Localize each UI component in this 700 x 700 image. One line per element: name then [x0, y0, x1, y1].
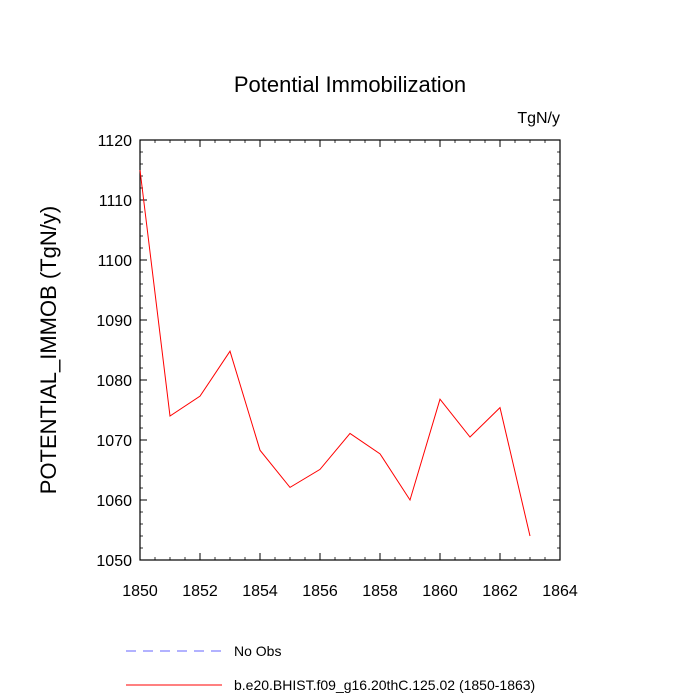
x-tick-label: 1864 [542, 583, 578, 600]
axis-ticks: 1850 1852 1854 1856 1858 1860 1862 1864 1050 1060… [96, 133, 577, 600]
series-layer [139, 169, 531, 537]
plot-frame [139, 139, 561, 561]
chart-title: Potential Immobilization [234, 72, 466, 97]
legend: No Obs b.e20.BHIST.f09_g16.20thC.125.02 (… [126, 643, 535, 693]
series-line [139, 169, 531, 537]
units-label: TgN/y [517, 110, 560, 127]
x-tick-label: 1860 [422, 583, 458, 600]
y-tick-label: 1080 [96, 373, 132, 390]
y-tick-label: 1050 [96, 553, 132, 570]
legend-label: No Obs [234, 643, 281, 659]
y-tick-label: 1100 [98, 253, 133, 270]
x-tick-label: 1852 [182, 583, 218, 600]
y-tick-label: 1110 [99, 193, 132, 210]
x-tick-label: 1862 [482, 583, 518, 600]
x-tick-label: 1858 [362, 583, 398, 600]
legend-label: b.e20.BHIST.f09_g16.20thC.125.02 (1850-1… [234, 677, 535, 693]
x-tick-label: 1850 [122, 583, 158, 600]
y-tick-label: 1060 [96, 493, 132, 510]
y-tick-label: 1090 [96, 313, 132, 330]
y-tick-label: 1120 [98, 133, 133, 150]
y-axis-label: POTENTIAL_IMMOB (TgN/y) [36, 206, 61, 494]
x-tick-label: 1856 [302, 583, 338, 600]
y-tick-label: 1070 [96, 433, 132, 450]
x-tick-label: 1854 [242, 583, 278, 600]
